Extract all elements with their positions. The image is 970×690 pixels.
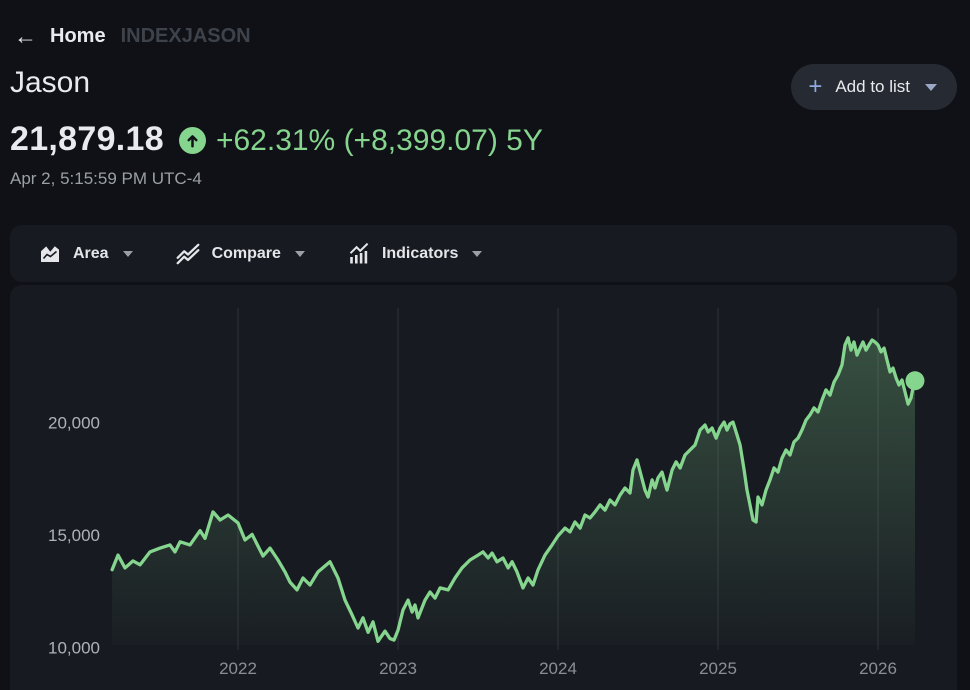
caret-down-icon [925, 83, 937, 91]
chart-area-fill [112, 337, 916, 645]
compare-lines-icon [176, 243, 200, 264]
chart-type-selector[interactable]: Area [38, 242, 133, 266]
caret-down-icon [294, 250, 305, 257]
quote-row: 21,879.18 +62.31% (+8,399.07) 5Y [10, 120, 543, 159]
last-price-dot [905, 371, 925, 391]
chart-price-line [110, 336, 917, 643]
x-axis-label: 2025 [699, 659, 737, 678]
price-change: +62.31% (+8,399.07) 5Y [215, 123, 543, 157]
add-to-list-button[interactable]: + Add to list [791, 64, 957, 110]
price-chart-canvas[interactable]: 2022 2023 2024 2025 2026 10,000 15,000 20,000 [10, 285, 957, 690]
x-axis-label: 2024 [539, 659, 577, 678]
y-axis-label: 10,000 [48, 639, 100, 658]
add-to-list-label: Add to list [835, 77, 910, 96]
caret-down-icon [472, 250, 483, 257]
chart-toolbar: Area Compare Indicators [10, 225, 957, 282]
breadcrumb-symbol: INDEXJASON [120, 25, 251, 47]
breadcrumb-home[interactable]: Home [50, 25, 106, 47]
back-arrow-icon[interactable]: ← [14, 23, 37, 49]
indicators-label: Indicators [381, 244, 459, 262]
area-chart-icon [41, 245, 59, 262]
compare-label: Compare [211, 244, 281, 262]
indicators-bars-icon [349, 242, 369, 263]
quote-timestamp: Apr 2, 5:15:59 PM UTC-4 [10, 169, 202, 188]
chart-card: 2022 2023 2024 2025 2026 10,000 15,000 20,000 [10, 285, 957, 690]
x-axis-label: 2022 [219, 659, 257, 678]
caret-down-icon [122, 250, 133, 257]
x-axis-label: 2026 [859, 659, 897, 678]
x-axis-label: 2023 [379, 659, 417, 678]
chart-type-label: Area [73, 244, 109, 262]
y-axis-label: 15,000 [48, 526, 100, 545]
breadcrumb: ← Home INDEXJASON [14, 25, 251, 48]
plus-icon: + [808, 73, 823, 100]
y-axis-label: 20,000 [48, 414, 100, 433]
compare-selector[interactable]: Compare [175, 241, 305, 267]
page-title: Jason [10, 66, 91, 99]
indicators-selector[interactable]: Indicators [347, 242, 483, 266]
current-price: 21,879.18 [10, 120, 164, 158]
arrow-up-circle-icon [178, 127, 206, 154]
